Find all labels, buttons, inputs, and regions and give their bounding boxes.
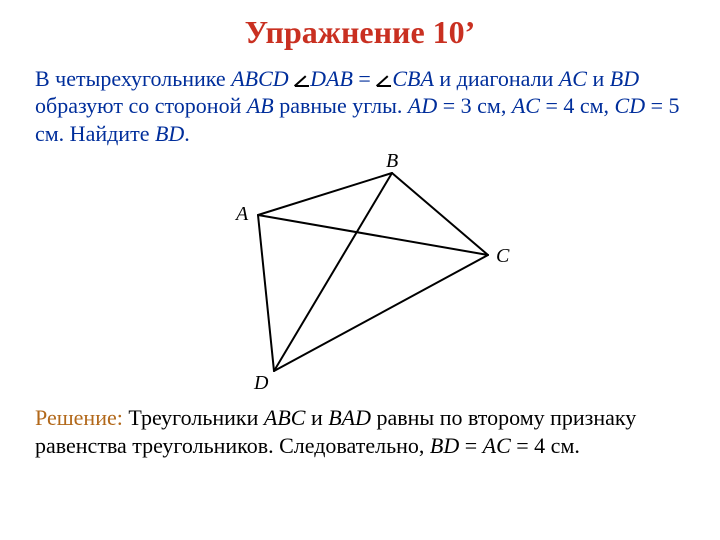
problem-frag: равные углы.	[274, 93, 408, 118]
problem-frag: = 3 см,	[437, 93, 512, 118]
vertex-label-B: B	[386, 153, 398, 172]
edge-BD	[274, 173, 392, 371]
problem-bd2: BD	[155, 121, 184, 146]
solution-bad: BAD	[328, 405, 371, 430]
problem-ad: AD	[408, 93, 437, 118]
solution-frag: и	[305, 405, 328, 430]
edge-AB	[258, 173, 392, 215]
problem-frag: =	[353, 66, 376, 91]
page-title: Упражнение 10’	[35, 14, 685, 51]
geometry-diagram: A B C D	[200, 153, 520, 398]
problem-ac2: AC	[512, 93, 540, 118]
solution-text: Решение: Треугольники ABC и BAD равны по…	[35, 404, 685, 459]
edge-CD	[274, 255, 488, 371]
solution-frag: Треугольники	[123, 405, 264, 430]
problem-angle2: CBA	[392, 66, 434, 91]
vertex-label-C: C	[496, 245, 510, 267]
diagram-container: A B C D	[35, 153, 685, 398]
problem-abcd: ABCD	[231, 66, 288, 91]
problem-ab: AB	[247, 93, 274, 118]
problem-ac: AC	[559, 66, 587, 91]
problem-frag: В четырехугольнике	[35, 66, 231, 91]
problem-frag: .	[184, 121, 190, 146]
solution-body: Треугольники ABC и BAD равны по второму …	[35, 405, 636, 458]
problem-bd: BD	[610, 66, 639, 91]
angle-icon	[294, 73, 310, 87]
solution-ac: AC	[483, 433, 511, 458]
edge-DA	[258, 215, 274, 371]
solution-abc: ABC	[264, 405, 306, 430]
solution-frag: =	[459, 433, 482, 458]
edge-BC	[392, 173, 488, 255]
problem-frag: образуют со стороной	[35, 93, 247, 118]
problem-frag: = 4 см,	[540, 93, 615, 118]
problem-angle1: DAB	[310, 66, 353, 91]
solution-bd: BD	[430, 433, 459, 458]
vertex-label-D: D	[253, 372, 269, 394]
problem-cd: CD	[615, 93, 646, 118]
angle-icon	[376, 73, 392, 87]
solution-frag: = 4 см.	[511, 433, 580, 458]
slide: Упражнение 10’ В четырехугольнике ABCD D…	[0, 0, 720, 540]
solution-lead: Решение:	[35, 405, 123, 430]
vertex-label-A: A	[234, 203, 249, 225]
edge-AC	[258, 215, 488, 255]
problem-frag: и	[587, 66, 610, 91]
problem-text: В четырехугольнике ABCD DAB = CBA и диаг…	[35, 65, 685, 148]
problem-frag: и диагонали	[434, 66, 559, 91]
